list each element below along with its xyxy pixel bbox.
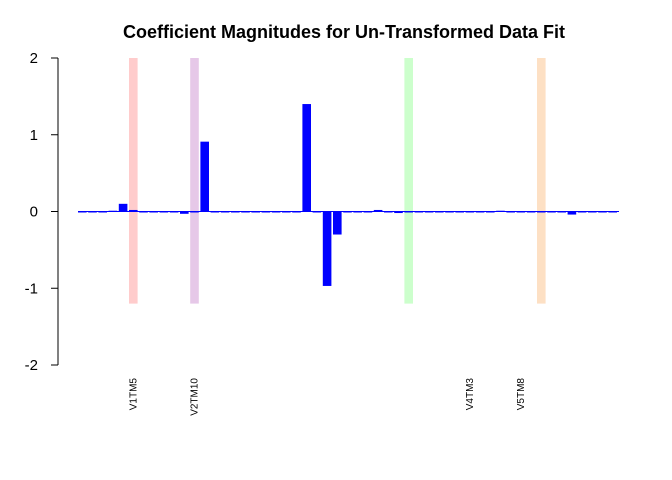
highlight-band-4 bbox=[537, 58, 546, 304]
y-tick-label: -1 bbox=[25, 280, 38, 297]
bar-6 bbox=[129, 209, 138, 212]
highlight-band-2 bbox=[190, 58, 199, 304]
bar-32 bbox=[394, 211, 403, 214]
bars bbox=[78, 104, 619, 286]
y-tick-label: -2 bbox=[25, 357, 38, 374]
y-tick-label: 0 bbox=[30, 204, 38, 221]
y-axis: 2 1 0 -1 -2 bbox=[25, 50, 59, 374]
y-tick-label: 1 bbox=[30, 127, 38, 144]
x-category-labels: V1TM5 V2TM10 V4TM3 V5TM8 bbox=[128, 378, 527, 416]
bar-49 bbox=[567, 211, 577, 215]
highlight-band-3 bbox=[404, 58, 413, 304]
x-category-label: V4TM3 bbox=[465, 378, 476, 411]
bar-11 bbox=[180, 211, 189, 214]
chart-title: Coefficient Magnitudes for Un-Transforme… bbox=[123, 22, 565, 42]
highlight-bands bbox=[129, 58, 546, 304]
x-category-label: V5TM8 bbox=[516, 378, 527, 411]
bar-5 bbox=[118, 203, 128, 212]
x-category-label: V1TM5 bbox=[128, 378, 139, 411]
bar-13 bbox=[200, 141, 209, 212]
x-category-label: V2TM10 bbox=[190, 378, 201, 416]
bar-23 bbox=[302, 104, 311, 212]
bar-25 bbox=[322, 211, 332, 286]
y-tick-label: 2 bbox=[30, 50, 38, 67]
highlight-band-1 bbox=[129, 58, 138, 304]
bar-26 bbox=[333, 211, 342, 235]
bar-30 bbox=[373, 209, 383, 212]
